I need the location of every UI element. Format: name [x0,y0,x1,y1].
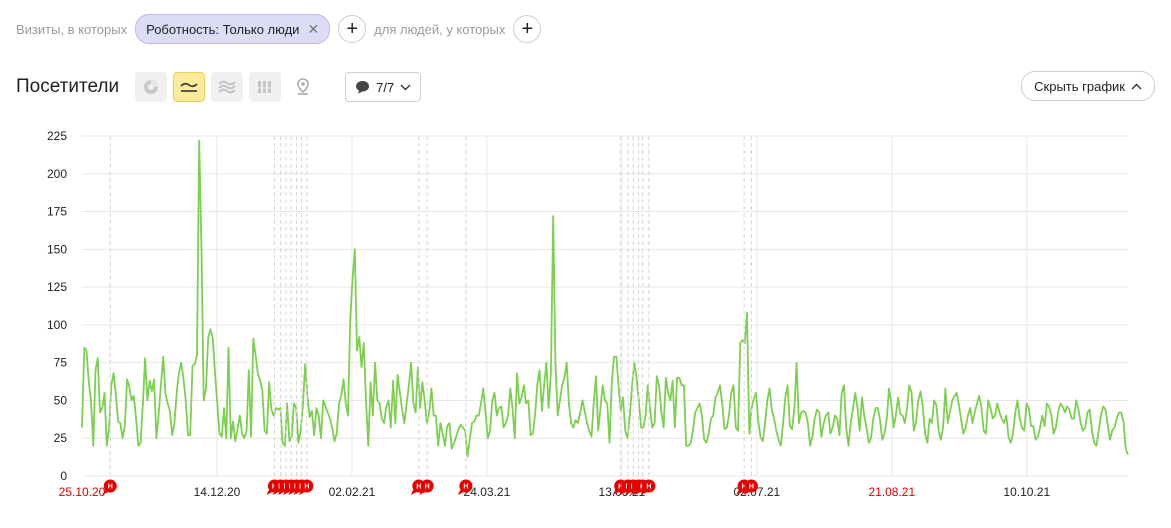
pie-chart-icon [144,80,159,94]
visitors-line-chart[interactable]: 0 25 50 75 100 125 150 175 200 225 25.10.20 14.12.… [0,120,1171,528]
note-marker-label: H [108,484,113,491]
y-tick-label: 175 [47,205,67,219]
pie-chart-button[interactable] [135,72,168,102]
y-tick-label: 225 [47,129,67,143]
y-tick-label: 25 [54,431,68,445]
line-chart-button[interactable] [173,72,206,102]
y-tick-label: 200 [47,167,67,181]
people-filter-label: для людей, у которых [374,21,506,37]
x-tick-label: 24.03.21 [464,485,511,499]
chart-toolbar: Посетители [16,70,422,104]
x-axis: 25.10.2014.12.2002.02.2124.03.2113.05.21… [59,485,1051,499]
filter-row: Визиты, в которых Роботность: Только люд… [16,14,542,44]
add-people-filter-button[interactable]: + [513,15,542,43]
map-pin-icon [297,78,309,95]
series-line[interactable] [81,139,1129,458]
note-marker-label: H [618,484,623,491]
visits-filter-label: Визиты, в которых [16,21,128,37]
chevron-up-icon [1131,83,1142,89]
note-marker-label: H [416,484,421,491]
note-marker-label: H [646,484,651,491]
hide-chart-label: Скрыть график [1034,78,1125,94]
y-tick-label: 150 [47,242,67,256]
note-marker[interactable] [459,479,473,493]
close-icon[interactable]: ✕ [307,21,320,37]
note-marker-label: H [749,484,754,491]
line-chart-icon [180,82,198,92]
note-marker[interactable] [744,479,758,493]
hide-chart-button[interactable]: Скрыть график [1021,71,1155,101]
y-tick-label: 125 [47,280,67,294]
plus-icon: + [521,18,534,40]
map-button[interactable] [287,72,319,102]
area-chart-button[interactable] [211,72,244,102]
bar-chart-icon [257,81,274,93]
area-chart-icon [218,80,236,94]
add-visit-filter-button[interactable]: + [338,15,367,43]
note-marker-label: H [463,484,468,491]
note-marker-label: H [304,484,309,491]
note-marker-label: H [742,484,747,491]
x-tick-label: 14.12.20 [194,485,241,499]
note-marker[interactable] [420,479,434,493]
y-tick-label: 75 [54,356,68,370]
y-tick-label: 50 [54,393,68,407]
x-tick-label: 21.08.21 [868,485,915,499]
bar-chart-button[interactable] [249,72,282,102]
x-tick-label: 02.02.21 [329,485,376,499]
chevron-down-icon [400,84,411,90]
note-marker[interactable] [103,479,117,493]
y-tick-label: 0 [60,469,67,483]
y-tick-label: 100 [47,318,67,332]
chip-label: Роботность: Только люди [146,21,300,37]
series-layer [81,139,1129,458]
page-title: Посетители [16,76,120,97]
grid [82,135,1128,477]
notes-count: 7/7 [376,79,395,95]
speech-bubble-icon [356,81,370,94]
note-marker[interactable] [300,479,314,493]
x-tick-label: 10.10.21 [1003,485,1050,499]
note-marker[interactable] [642,479,656,493]
y-axis: 0 25 50 75 100 125 150 175 200 225 [47,129,67,483]
x-tick-label: 25.10.20 [59,485,106,499]
robotness-filter-chip[interactable]: Роботность: Только люди ✕ [135,14,331,44]
plus-icon: + [346,18,359,40]
notes-toggle-button[interactable]: 7/7 [345,72,422,102]
note-marker-label: H [425,484,430,491]
notes-layer: HHHHHHHHHHHHHHHHHHH [102,136,758,495]
